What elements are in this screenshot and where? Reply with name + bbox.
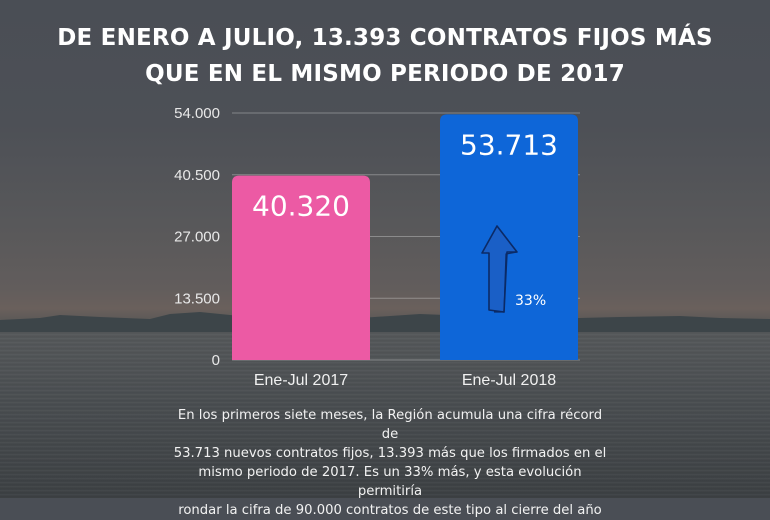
caption-line: rondar la cifra de 90.000 contratos de e… [178, 503, 602, 518]
bar-2017 [232, 175, 370, 360]
bar-chart: 0 13.500 27.000 40.500 54.000 Ene-Jul 2017 En… [174, 105, 580, 389]
chart-title: DE ENERO A JULIO, 13.393 CONTRATOS FIJOS… [0, 20, 770, 92]
caption-text: En los primeros siete meses, la Región a… [170, 406, 610, 520]
x-tick-label: Ene-Jul 2017 [254, 372, 348, 389]
percent-label: 33% [515, 293, 546, 309]
y-tick-label: 0 [212, 352, 220, 369]
value-label: 40.320 [252, 190, 350, 223]
caption-line: mismo periodo de 2017. Es un 33% más, y … [198, 465, 582, 499]
y-tick-label: 27.000 [174, 229, 220, 246]
title-line-1: DE ENERO A JULIO, 13.393 CONTRATOS FIJOS… [57, 25, 713, 51]
arrow-shadow [494, 251, 518, 313]
caption-line: En los primeros siete meses, la Región a… [177, 408, 603, 442]
y-tick-label: 13.500 [174, 290, 220, 307]
y-tick-label: 54.000 [174, 105, 220, 122]
x-tick-label: Ene-Jul 2018 [462, 372, 556, 389]
title-line-2: QUE EN EL MISMO PERIODO DE 2017 [145, 61, 625, 87]
bar-2018 [440, 114, 578, 360]
background-water [0, 330, 770, 498]
value-label: 53.713 [460, 128, 558, 161]
caption-line: 53.713 nuevos contratos fijos, 13.393 má… [173, 446, 607, 461]
up-arrow-icon [481, 225, 518, 313]
y-tick-label: 40.500 [174, 167, 220, 184]
